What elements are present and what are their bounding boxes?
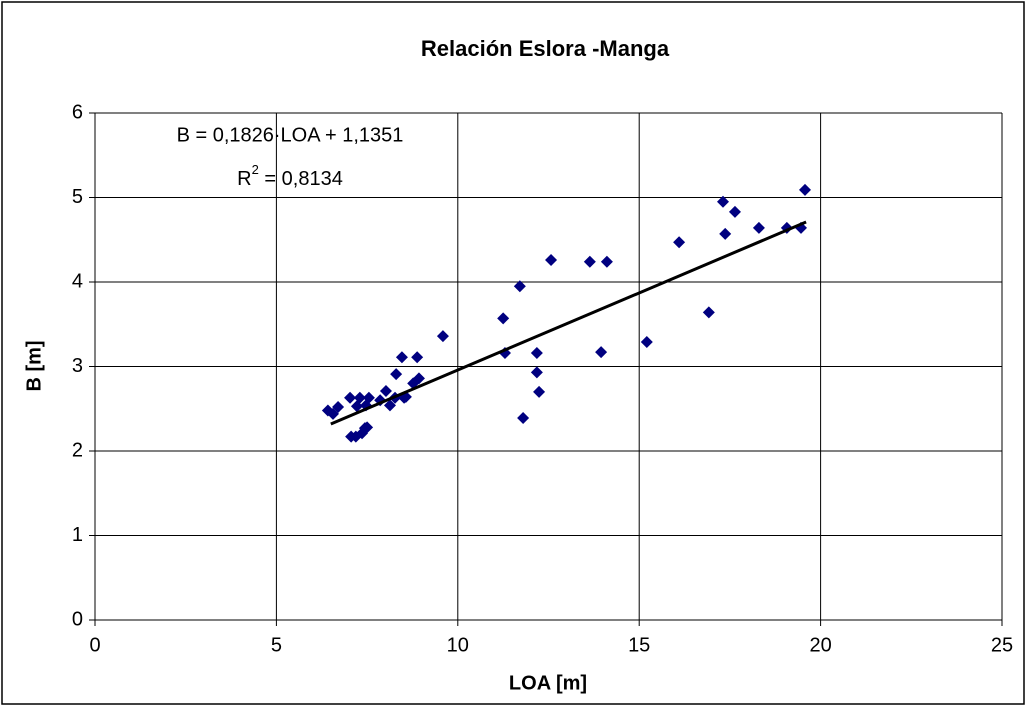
y-tick-label: 4 (72, 270, 83, 292)
trendline (330, 220, 807, 426)
data-point (595, 346, 608, 359)
x-axis-label: LOA [m] (509, 672, 587, 694)
data-point (361, 421, 374, 434)
plot-area: 0 1 2 3 4 5 6 0 5 10 15 20 25 (72, 101, 1013, 656)
data-point (412, 372, 425, 385)
y-tick-label: 1 (72, 524, 83, 546)
data-point (513, 280, 526, 293)
y-tick-label: 6 (72, 101, 83, 123)
y-tick-label: 5 (72, 186, 83, 208)
data-point (395, 351, 408, 364)
data-point (411, 351, 424, 364)
data-point (383, 399, 396, 412)
data-point (640, 335, 653, 348)
data-point (702, 306, 715, 319)
r-rest: = 0,8134 (259, 168, 343, 190)
data-point (545, 254, 558, 267)
data-point (583, 255, 596, 268)
y-axis-label: B [m] (23, 340, 45, 391)
data-point (717, 195, 730, 208)
equation: B = 0,1826·LOA + 1,1351 (177, 124, 404, 146)
data-point (752, 221, 765, 234)
data-point (530, 366, 543, 379)
data-point (530, 346, 543, 359)
r-squared: R2 = 0,8134 (237, 162, 343, 190)
y-tick-label: 2 (72, 439, 83, 461)
data-point (390, 368, 403, 381)
data-point (728, 205, 741, 218)
data-point (362, 391, 375, 404)
x-tick-label: 5 (271, 634, 282, 656)
data-point (344, 391, 357, 404)
data-point (497, 312, 510, 325)
x-tick-label: 25 (991, 634, 1013, 656)
data-point (798, 183, 811, 196)
data-point (533, 385, 546, 398)
r-sup: 2 (252, 162, 259, 177)
chart-title: Relación Eslora -Manga (421, 36, 670, 61)
x-tick-label: 10 (447, 634, 469, 656)
data-point (600, 255, 613, 268)
y-tick-label: 0 (72, 608, 83, 630)
data-point (436, 330, 449, 343)
x-tick-label: 15 (628, 634, 650, 656)
data-point (353, 391, 366, 404)
r-base: R (237, 168, 251, 190)
data-point (379, 385, 392, 398)
data-point (517, 412, 530, 425)
y-tick-label: 3 (72, 355, 83, 377)
x-tick-label: 20 (809, 634, 831, 656)
x-tick-label: 0 (89, 634, 100, 656)
data-point (332, 401, 345, 414)
data-point (719, 227, 732, 240)
data-point (673, 236, 686, 249)
